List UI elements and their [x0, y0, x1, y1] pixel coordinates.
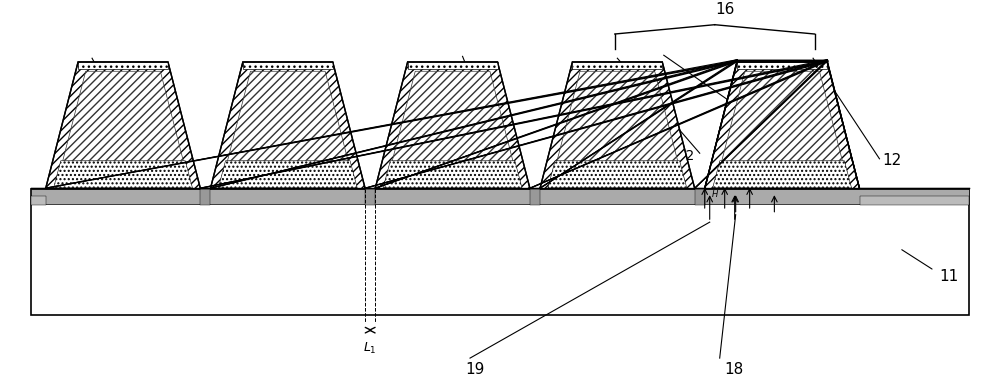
- Polygon shape: [383, 161, 522, 188]
- Polygon shape: [548, 161, 687, 188]
- Bar: [31, 188, 969, 315]
- Polygon shape: [713, 161, 852, 188]
- Polygon shape: [737, 62, 827, 69]
- Polygon shape: [722, 71, 842, 161]
- Polygon shape: [210, 62, 365, 188]
- Polygon shape: [63, 71, 183, 161]
- Text: 12: 12: [882, 153, 902, 168]
- Polygon shape: [54, 161, 192, 188]
- Text: 1601: 1601: [808, 149, 843, 163]
- Polygon shape: [392, 71, 513, 161]
- Bar: [695, 188, 705, 205]
- Text: 16: 16: [715, 2, 734, 17]
- Polygon shape: [375, 62, 530, 188]
- Polygon shape: [218, 161, 357, 188]
- Bar: [31, 188, 969, 203]
- Bar: [365, 188, 375, 205]
- Text: 18: 18: [725, 362, 744, 377]
- Text: $L_1$: $L_1$: [363, 341, 377, 357]
- Polygon shape: [78, 62, 168, 69]
- Text: 11: 11: [939, 268, 959, 284]
- Bar: [530, 188, 540, 205]
- Text: 1602: 1602: [659, 149, 695, 163]
- Polygon shape: [557, 71, 678, 161]
- Polygon shape: [572, 62, 662, 69]
- Text: 15: 15: [96, 99, 116, 114]
- Text: 17: 17: [281, 114, 300, 129]
- Text: 14: 14: [476, 140, 495, 155]
- Text: 19: 19: [465, 362, 484, 377]
- Polygon shape: [705, 62, 860, 188]
- Polygon shape: [228, 71, 348, 161]
- Polygon shape: [46, 62, 200, 188]
- Bar: [200, 188, 210, 205]
- Text: H: H: [712, 190, 718, 199]
- Polygon shape: [540, 62, 695, 188]
- Bar: [31, 196, 46, 205]
- Bar: [860, 196, 969, 205]
- Polygon shape: [243, 62, 333, 69]
- Polygon shape: [408, 62, 498, 69]
